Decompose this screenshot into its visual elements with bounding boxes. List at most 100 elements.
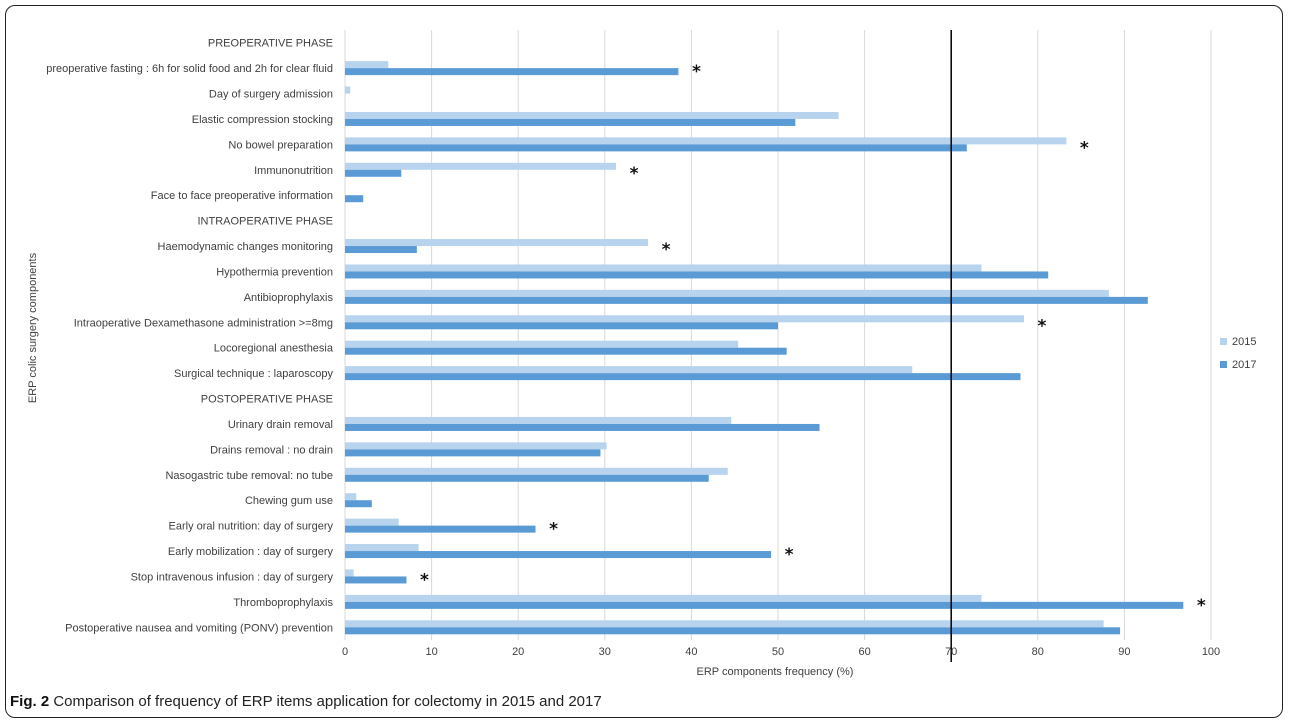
significance-star: * [420,570,429,590]
bar-2015 [345,289,1109,297]
category-label: Locoregional anesthesia [214,343,334,355]
legend-swatch-2017 [1220,361,1227,368]
category-label: Chewing gum use [245,495,333,507]
phase-header-label: PREOPERATIVE PHASE [208,38,333,50]
bar-2015 [345,137,1067,145]
category-label: Elastic compression stocking [192,114,333,126]
bar-2017 [345,68,679,76]
phase-header-label: INTRAOPERATIVE PHASE [198,216,334,228]
bar-2015 [345,366,913,374]
bar-2017 [345,551,772,559]
category-label: Intraoperative Dexamethasone administrat… [74,317,333,329]
bar-2015 [345,544,419,552]
significance-star: * [549,520,558,540]
significance-star: * [785,545,794,565]
x-tick-label: 30 [599,646,611,658]
legend-label: 2015 [1232,336,1256,348]
category-label: Haemodynamic changes monitoring [158,241,333,253]
bar-chart: * * * * * * * * * PREOPERATIVE PHASE preoperative… [27,30,1256,678]
bar-2015 [345,239,649,247]
bar-2015 [345,569,354,577]
bar-2015 [345,442,607,450]
bar-2015 [345,620,1104,628]
significance-markers: * * * * * * * * * [420,62,1206,616]
bar-2017 [345,576,407,584]
bar-2017 [345,423,820,431]
bar-2015 [345,467,728,475]
category-label: Day of surgery admission [209,89,333,101]
bar-2017 [345,195,364,203]
x-tick-label: 100 [1202,646,1220,658]
bar-2017 [345,169,402,177]
category-label: preoperative fasting : 6h for solid food… [46,63,333,75]
caption-label: Fig. 2 [10,693,50,710]
category-label: Face to face preoperative information [151,190,333,202]
category-label: Surgical technique : laparoscopy [174,368,333,380]
category-label: Immunonutrition [254,165,333,177]
significance-star: * [1197,596,1206,616]
bar-2017 [345,144,967,152]
category-label: No bowel preparation [228,139,333,151]
bar-2017 [345,118,796,126]
x-tick-label: 70 [945,646,957,658]
bar-2015 [345,493,357,501]
x-tick-label: 0 [342,646,348,658]
legend-label: 2017 [1232,359,1256,371]
bar-2017 [345,347,787,355]
bar-2015 [345,518,399,526]
bar-2017 [345,601,1184,609]
bar-2015 [345,86,351,94]
bar-2017 [345,373,1021,381]
x-axis-title: ERP components frequency (%) [697,666,854,678]
bar-2015 [345,315,1024,323]
figure-caption: Fig. 2 Comparison of frequency of ERP it… [10,693,602,710]
bar-2015 [345,416,732,424]
bar-2015 [345,162,617,170]
bars [345,61,1184,635]
category-label: Hypothermia prevention [216,266,333,278]
significance-star: * [1037,316,1046,336]
category-label: Nasogastric tube removal: no tube [165,470,333,482]
y-axis-title: ERP colic surgery components [27,252,39,403]
legend-swatch-2015 [1220,338,1227,345]
bar-2017 [345,449,601,457]
phase-header-label: POSTOPERATIVE PHASE [201,394,333,406]
x-tick-label: 10 [425,646,437,658]
bar-2017 [345,500,372,508]
x-tick-label: 20 [512,646,524,658]
bar-2015 [345,594,982,602]
significance-star: * [630,164,639,184]
bar-2017 [345,627,1121,635]
bar-2015 [345,111,839,119]
category-label: Early oral nutrition: day of surgery [169,521,334,533]
category-label: Drains removal : no drain [210,444,333,456]
category-label: Urinary drain removal [228,419,333,431]
category-labels: PREOPERATIVE PHASE preoperative fasting :… [46,38,334,635]
significance-star: * [692,62,701,82]
category-label: Stop intravenous infusion : day of surge… [131,571,334,583]
bar-2017 [345,525,536,533]
significance-star: * [662,240,671,260]
bar-2017 [345,296,1148,304]
bar-2015 [345,340,739,348]
x-tick-label: 40 [685,646,697,658]
x-tick-label: 50 [772,646,784,658]
x-tick-label: 80 [1032,646,1044,658]
significance-star: * [1080,138,1089,158]
category-label: Thromboprophylaxis [233,597,333,609]
x-tick-label: 90 [1118,646,1130,658]
bar-2017 [345,322,778,330]
category-label: Postoperative nausea and vomiting (PONV)… [65,622,333,634]
legend: 2015 2017 [1220,336,1256,371]
x-tick-labels: 0 10 20 30 40 50 60 70 80 90 100 [342,646,1220,658]
bar-2017 [345,474,709,482]
caption-text: Comparison of frequency of ERP items app… [49,693,602,710]
x-tick-label: 60 [858,646,870,658]
bar-2017 [345,246,417,254]
bar-2015 [345,61,389,69]
gridlines [344,30,1212,640]
bar-2017 [345,271,1049,279]
category-label: Antibioprophylaxis [244,292,334,304]
bar-2015 [345,264,982,272]
category-label: Early mobilization : day of surgery [168,546,334,558]
